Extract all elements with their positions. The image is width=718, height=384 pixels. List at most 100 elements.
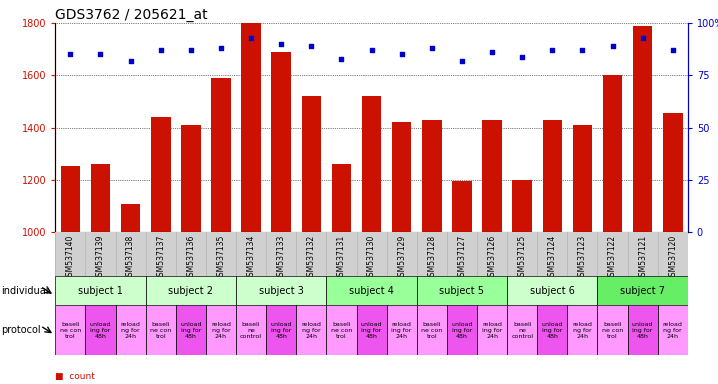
Bar [236,276,327,305]
Text: reload
ing for
24h: reload ing for 24h [391,322,412,339]
Bar [271,52,291,232]
Bar [633,26,653,232]
Text: baseli
ne con
trol: baseli ne con trol [602,322,623,339]
Text: baseli
ne con
trol: baseli ne con trol [150,322,172,339]
Text: GSM537135: GSM537135 [216,235,225,281]
Bar [236,305,266,355]
Point [365,47,378,53]
Text: GDS3762 / 205621_at: GDS3762 / 205621_at [55,8,208,22]
Text: reload
ng for
24h: reload ng for 24h [663,322,683,339]
Bar [327,305,357,355]
Text: ■  count: ■ count [55,372,95,381]
Text: GSM537134: GSM537134 [246,235,256,281]
Bar [628,305,658,355]
Bar [55,232,688,276]
Point [607,43,618,49]
Bar [206,305,236,355]
Text: unload
ing for
48h: unload ing for 48h [90,322,111,339]
Point [426,45,437,51]
Text: unload
ing for
48h: unload ing for 48h [632,322,653,339]
Text: GSM537128: GSM537128 [427,235,437,281]
Point [516,53,528,60]
Point [276,41,287,47]
Bar [55,276,146,305]
Bar [357,305,386,355]
Bar [241,23,261,232]
Text: reload
ng for
24h: reload ng for 24h [211,322,231,339]
Text: reload
ng for
24h: reload ng for 24h [302,322,321,339]
Point [637,35,648,41]
Point [546,47,558,53]
Text: individual: individual [1,286,48,296]
Text: GSM537122: GSM537122 [608,235,617,281]
Bar [297,305,327,355]
Text: subject 3: subject 3 [258,286,304,296]
Bar [663,113,683,232]
Text: GSM537140: GSM537140 [66,235,75,281]
Bar [452,181,472,232]
Point [336,56,348,62]
Text: GSM537125: GSM537125 [518,235,527,281]
Text: GSM537138: GSM537138 [126,235,135,281]
Bar [55,305,85,355]
Point [246,35,257,41]
Bar [85,305,116,355]
Bar [302,96,321,232]
Bar [416,305,447,355]
Bar [567,305,597,355]
Bar [477,305,507,355]
Bar [362,96,381,232]
Bar [146,276,236,305]
Bar [392,122,411,232]
Text: GSM537137: GSM537137 [157,235,165,281]
Bar [332,164,351,232]
Text: subject 1: subject 1 [78,286,123,296]
Bar [543,120,562,232]
Bar [597,276,688,305]
Bar [507,276,597,305]
Text: baseli
ne
control: baseli ne control [240,322,262,339]
Text: reload
ng for
24h: reload ng for 24h [572,322,592,339]
Text: unload
ing for
48h: unload ing for 48h [541,322,563,339]
Point [65,51,76,58]
Text: subject 6: subject 6 [530,286,574,296]
Bar [327,276,416,305]
Text: GSM537123: GSM537123 [578,235,587,281]
Text: GSM537129: GSM537129 [397,235,406,281]
Point [577,47,588,53]
Point [667,47,679,53]
Text: unload
ing for
48h: unload ing for 48h [180,322,202,339]
Text: GSM537139: GSM537139 [96,235,105,281]
Text: subject 7: subject 7 [620,286,665,296]
Point [95,51,106,58]
Bar [176,305,206,355]
Bar [573,125,592,232]
Bar [151,117,170,232]
Point [215,45,227,51]
Bar [181,125,200,232]
Bar [507,305,537,355]
Text: GSM537124: GSM537124 [548,235,556,281]
Text: baseli
ne con
trol: baseli ne con trol [331,322,352,339]
Point [155,47,167,53]
Text: baseli
ne con
trol: baseli ne con trol [60,322,81,339]
Bar [211,78,230,232]
Bar [597,305,628,355]
Bar [658,305,688,355]
Bar [416,276,507,305]
Text: GSM537132: GSM537132 [307,235,316,281]
Bar [60,166,80,232]
Text: GSM537120: GSM537120 [668,235,677,281]
Text: GSM537136: GSM537136 [187,235,195,281]
Bar [537,305,567,355]
Bar [116,305,146,355]
Bar [513,180,532,232]
Text: unload
ing for
48h: unload ing for 48h [271,322,292,339]
Text: GSM537121: GSM537121 [638,235,647,281]
Text: GSM537127: GSM537127 [457,235,467,281]
Point [396,51,407,58]
Bar [146,305,176,355]
Text: GSM537133: GSM537133 [276,235,286,281]
Text: GSM537130: GSM537130 [367,235,376,281]
Bar [266,305,297,355]
